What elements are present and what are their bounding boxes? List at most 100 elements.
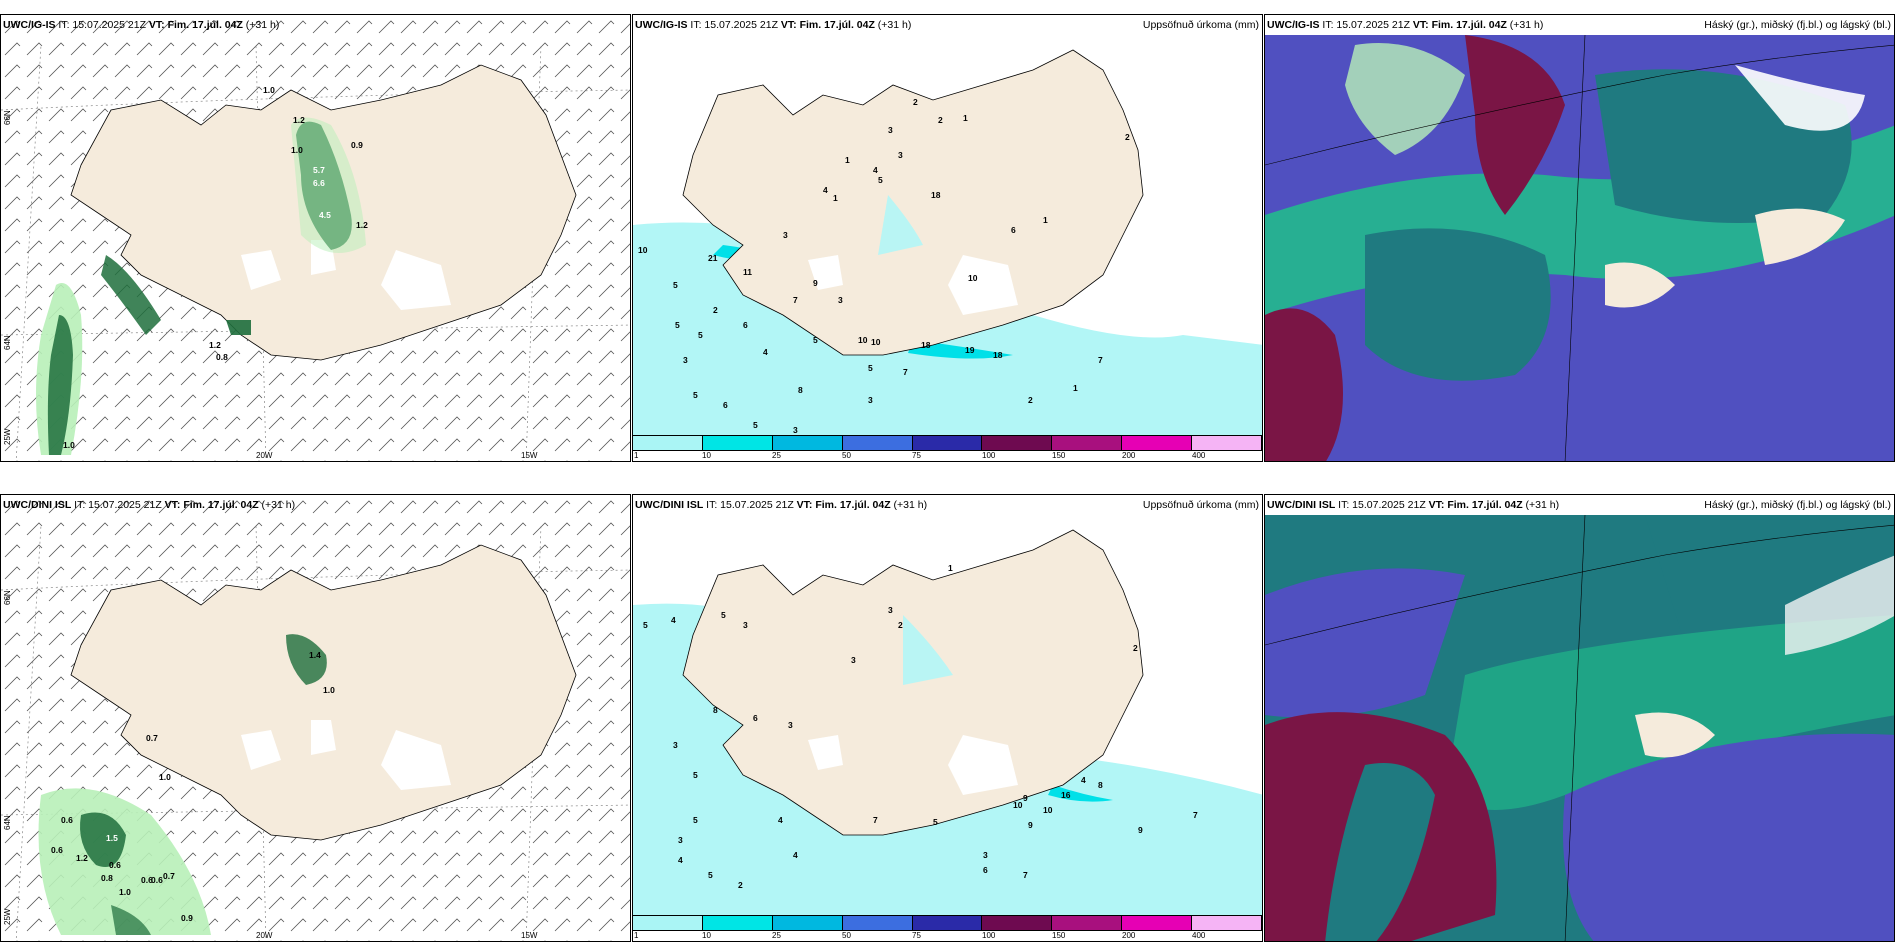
precip-label: 7 — [1098, 355, 1103, 365]
legend-tick: 400 — [1192, 451, 1206, 460]
precip-label: 5 — [721, 610, 726, 620]
legend-swatch — [1052, 916, 1123, 930]
precip-label: 1 — [963, 113, 968, 123]
legend-ticks: 1 10 25 50 75 100 150 200 400 — [633, 451, 1262, 461]
precip-label: 5 — [643, 620, 648, 630]
precip-label: 5 — [708, 870, 713, 880]
precip-label: 5 — [753, 420, 758, 430]
precip-label: 0.9 — [351, 140, 363, 150]
precip-label: 0.6 — [151, 875, 163, 885]
precip-label: 10 — [1013, 800, 1023, 810]
precip-label: 5 — [693, 815, 698, 825]
precip-label: 3 — [783, 230, 788, 240]
precip-label: 8 — [1098, 780, 1103, 790]
precip-title: Uppsöfnuð úrkoma (mm) — [1142, 19, 1259, 31]
panel-bottom-middle-precip-map: UWC/DINI ISL IT: 15.07.2025 21Z VT: Fim.… — [632, 494, 1263, 942]
legend-tick: 25 — [772, 451, 781, 460]
legend-tick: 75 — [912, 451, 921, 460]
precip-label: 7 — [1023, 870, 1028, 880]
precip-label: 5 — [878, 175, 883, 185]
precip-label: 0.9 — [181, 913, 193, 923]
legend-swatch — [1052, 436, 1123, 450]
precip-label: 1.2 — [293, 115, 305, 125]
precip-label: 2 — [938, 115, 943, 125]
precip-label: 5 — [693, 390, 698, 400]
precip-label: 4 — [778, 815, 783, 825]
legend-ticks: 1 10 25 50 75 100 150 200 400 — [633, 931, 1262, 941]
precip-label: 1.0 — [263, 85, 275, 95]
precip-label: 4.5 — [319, 210, 331, 220]
panel-bottom-left-wind-map: UWC/DINI ISL IT: 15.07.2025 21Z VT: Fim.… — [0, 494, 631, 942]
precip-label: 1.2 — [76, 853, 88, 863]
precip-label: 0.6 — [109, 860, 121, 870]
precip-label: 8 — [713, 705, 718, 715]
precip-label: 3 — [888, 605, 893, 615]
precip-label: 1.5 — [106, 833, 118, 843]
legend-tick: 1 — [634, 931, 639, 940]
precip-label: 1 — [1043, 215, 1048, 225]
legend-swatch — [1192, 436, 1262, 450]
iceland-land — [682, 49, 1144, 356]
cloud-map-svg — [1265, 514, 1894, 941]
precip-label: 10 — [1043, 805, 1053, 815]
precip-label: 4 — [678, 855, 683, 865]
precip-label: 1.0 — [63, 440, 75, 450]
precip-label: 1.0 — [119, 887, 131, 897]
precip-label: 1.0 — [323, 685, 335, 695]
precip-label: 1.0 — [159, 772, 171, 782]
legend-swatch — [633, 916, 703, 930]
precip-label: 5 — [813, 335, 818, 345]
wind-map-svg — [1, 15, 630, 461]
precip-label: 1 — [948, 563, 953, 573]
precip-label: 3 — [888, 125, 893, 135]
precip-label: 7 — [793, 295, 798, 305]
legend-swatch — [1192, 916, 1262, 930]
legend-tick: 150 — [1052, 451, 1066, 460]
precip-label: 3 — [683, 355, 688, 365]
legend-swatch — [1122, 436, 1193, 450]
legend-swatch — [842, 436, 913, 450]
cloud-map-svg — [1265, 34, 1894, 461]
precip-label: 3 — [838, 295, 843, 305]
precip-map-svg — [633, 49, 1262, 435]
precip-title: Uppsöfnuð úrkoma (mm) — [1142, 499, 1259, 511]
legend-tick: 200 — [1122, 451, 1136, 460]
precip-label: 3 — [743, 620, 748, 630]
precip-legend: 1 10 25 50 75 100 150 200 400 — [633, 915, 1262, 941]
legend-colorbar — [633, 435, 1262, 451]
legend-tick: 100 — [982, 451, 996, 460]
legend-swatch — [702, 916, 773, 930]
legend-swatch — [842, 916, 913, 930]
precip-label: 1.0 — [291, 145, 303, 155]
precip-label: 7 — [873, 815, 878, 825]
precip-label: 2 — [713, 305, 718, 315]
precip-label: 1.4 — [309, 650, 321, 660]
precip-label: 6 — [723, 400, 728, 410]
legend-swatch — [982, 436, 1053, 450]
precip-label: 5 — [868, 363, 873, 373]
precip-label: 3 — [788, 720, 793, 730]
precip-label: 0.6 — [141, 875, 153, 885]
precip-label: 9 — [1023, 793, 1028, 803]
precip-label: 11 — [743, 267, 752, 277]
precip-label: 9 — [1028, 820, 1033, 830]
precip-label: 9 — [1138, 825, 1143, 835]
lon-label-15w: 15W — [521, 931, 538, 940]
panel-header: UWC/IG-IS IT: 15.07.2025 21Z VT: Fim. 17… — [3, 19, 280, 31]
precip-label: 1 — [845, 155, 850, 165]
precip-label: 3 — [673, 740, 678, 750]
precip-label: 5.7 — [313, 165, 325, 175]
legend-tick: 200 — [1122, 931, 1136, 940]
lon-label-20w: 20W — [256, 451, 273, 460]
precip-label: 21 — [708, 253, 718, 263]
precip-label: 1.2 — [356, 220, 368, 230]
precip-label: 7 — [1193, 810, 1198, 820]
lat-label-66n: 66N — [3, 590, 12, 605]
precip-label: 6 — [743, 320, 748, 330]
legend-swatch — [772, 436, 843, 450]
precip-label: 2 — [1133, 643, 1138, 653]
precip-label: 4 — [873, 165, 878, 175]
panel-header: UWC/DINI ISL IT: 15.07.2025 21Z VT: Fim.… — [3, 499, 296, 511]
precip-label: 8 — [798, 385, 803, 395]
precip-label: 16 — [1061, 790, 1071, 800]
